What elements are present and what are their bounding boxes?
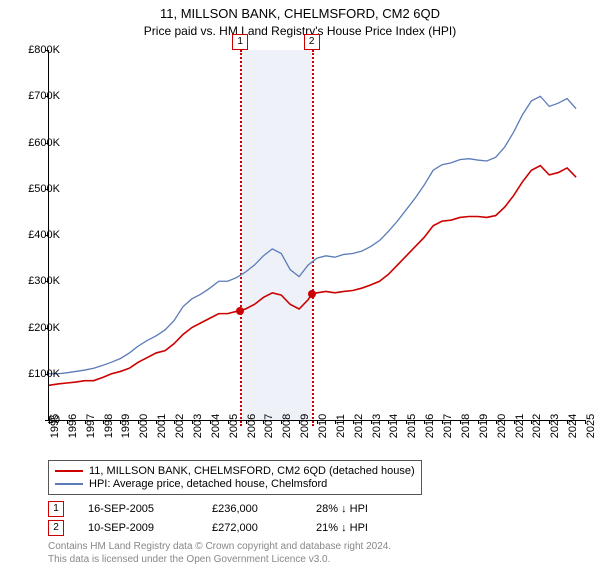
chart-subtitle: Price paid vs. HM Land Registry's House … bbox=[0, 21, 600, 38]
y-axis-label: £200K bbox=[10, 322, 60, 334]
copyright-text: Contains HM Land Registry data © Crown c… bbox=[48, 540, 584, 566]
transaction-marker: 1 bbox=[48, 501, 64, 517]
transaction-marker: 2 bbox=[48, 520, 64, 536]
transaction-price: £236,000 bbox=[212, 503, 292, 515]
legend-swatch bbox=[55, 470, 83, 472]
y-axis-label: £300K bbox=[10, 275, 60, 287]
x-axis-label: 2025 bbox=[585, 414, 597, 438]
transactions-table: 1 16-SEP-2005 £236,000 28% ↓ HPI 2 10-SEP-200… bbox=[48, 501, 584, 536]
y-axis-label: £700K bbox=[10, 90, 60, 102]
chart-container: 11, MILLSON BANK, CHELMSFORD, CM2 6QD Pr… bbox=[0, 0, 600, 560]
marker-box: 1 bbox=[232, 34, 248, 50]
legend-label: HPI: Average price, detached house, Chel… bbox=[89, 478, 327, 490]
transaction-row: 1 16-SEP-2005 £236,000 28% ↓ HPI bbox=[48, 501, 584, 517]
y-axis-label: £400K bbox=[10, 229, 60, 241]
marker-box: 2 bbox=[304, 34, 320, 50]
y-axis-label: £800K bbox=[10, 44, 60, 56]
transaction-delta: 21% ↓ HPI bbox=[316, 522, 368, 534]
legend-box: 11, MILLSON BANK, CHELMSFORD, CM2 6QD (d… bbox=[48, 460, 422, 495]
legend-label: 11, MILLSON BANK, CHELMSFORD, CM2 6QD (d… bbox=[89, 465, 415, 477]
copyright-line1: Contains HM Land Registry data © Crown c… bbox=[48, 540, 584, 553]
transaction-date: 16-SEP-2005 bbox=[88, 503, 188, 515]
y-axis-label: £500K bbox=[10, 183, 60, 195]
legend-item: 11, MILLSON BANK, CHELMSFORD, CM2 6QD (d… bbox=[55, 465, 415, 477]
series-svg bbox=[49, 50, 585, 420]
y-axis-label: £600K bbox=[10, 137, 60, 149]
transaction-row: 2 10-SEP-2009 £272,000 21% ↓ HPI bbox=[48, 520, 584, 536]
transaction-delta: 28% ↓ HPI bbox=[316, 503, 368, 515]
plot-area: 1995199619971998199920002001200220032004… bbox=[48, 50, 585, 421]
series-line bbox=[49, 96, 576, 374]
y-axis-label: £0 bbox=[10, 414, 60, 426]
data-point-dot bbox=[236, 307, 244, 315]
transaction-price: £272,000 bbox=[212, 522, 292, 534]
legend-item: HPI: Average price, detached house, Chel… bbox=[55, 478, 415, 490]
legend-area: 11, MILLSON BANK, CHELMSFORD, CM2 6QD (d… bbox=[48, 460, 584, 566]
legend-swatch bbox=[55, 483, 83, 485]
y-axis-label: £100K bbox=[10, 368, 60, 380]
transaction-date: 10-SEP-2009 bbox=[88, 522, 188, 534]
data-point-dot bbox=[308, 290, 316, 298]
chart-title: 11, MILLSON BANK, CHELMSFORD, CM2 6QD bbox=[0, 0, 600, 21]
series-line bbox=[49, 166, 576, 386]
